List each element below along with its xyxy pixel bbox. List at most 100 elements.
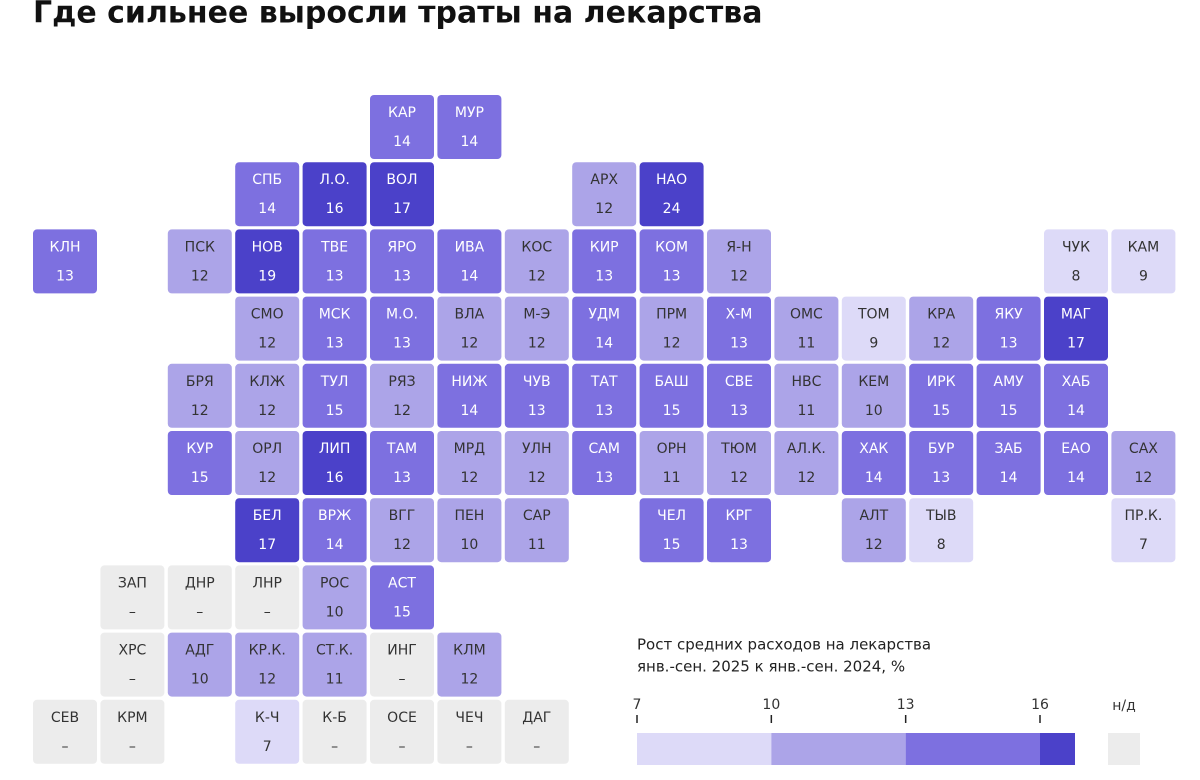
tile-value: 12 xyxy=(191,268,209,284)
tile-value: 14 xyxy=(1067,403,1085,419)
tile-value: 13 xyxy=(56,268,74,284)
tile xyxy=(639,229,704,294)
tile-code: ОРЛ xyxy=(252,441,282,457)
tile xyxy=(302,296,367,361)
tile xyxy=(774,296,839,361)
tile-code: БРЯ xyxy=(186,374,214,390)
tile xyxy=(504,699,569,764)
tile-value: 12 xyxy=(258,470,276,486)
tile xyxy=(504,498,569,563)
tile-value: 14 xyxy=(326,537,344,553)
tile-code: ОРН xyxy=(657,441,687,457)
tile-code: МРД xyxy=(454,441,486,457)
tile xyxy=(976,363,1041,428)
tile xyxy=(100,699,165,764)
tile-code: ТУЛ xyxy=(320,374,349,390)
tile-code: АСТ xyxy=(388,575,416,591)
tile-code: КОС xyxy=(521,239,552,255)
tile xyxy=(437,699,502,764)
tile-code: Л.О. xyxy=(319,172,349,188)
tile-value: 14 xyxy=(393,134,411,150)
tile-code: ВОЛ xyxy=(386,172,417,188)
tile-value: 9 xyxy=(869,336,878,352)
tile-value: 9 xyxy=(1139,268,1148,284)
tile-code: ТВЕ xyxy=(320,239,348,255)
tile xyxy=(437,229,502,294)
tile xyxy=(370,162,434,227)
tile-code: ЕАО xyxy=(1061,441,1090,457)
tile-code: АРХ xyxy=(590,172,618,188)
tile xyxy=(370,699,434,764)
tile xyxy=(909,431,974,495)
tile-code: Я-Н xyxy=(726,239,751,255)
tile-value: 13 xyxy=(393,336,411,352)
tile-value: 14 xyxy=(595,336,613,352)
tile-value: – xyxy=(331,739,338,755)
tile-code: АЛ.К. xyxy=(787,441,826,457)
legend-swatch xyxy=(637,733,772,765)
tile xyxy=(572,296,637,361)
tile xyxy=(1111,431,1176,495)
tile-code: ЯКУ xyxy=(994,307,1023,323)
tile-code: М.О. xyxy=(386,307,418,323)
tile-code: НИЖ xyxy=(451,374,487,390)
tile-code: БЕЛ xyxy=(253,508,282,524)
tile-value: 12 xyxy=(730,470,748,486)
tile xyxy=(370,632,434,697)
tile-value: 13 xyxy=(730,336,748,352)
tile-code: УДМ xyxy=(588,307,620,323)
tile xyxy=(235,699,300,764)
tile-value: 12 xyxy=(393,403,411,419)
tile-code: САР xyxy=(523,508,551,524)
tile-value: 14 xyxy=(865,470,883,486)
tile-value: 8 xyxy=(937,537,946,553)
tile-value: 16 xyxy=(326,201,344,217)
tile xyxy=(235,229,300,294)
tile-code: КЛН xyxy=(50,239,81,255)
tile-code: ПЕН xyxy=(454,508,484,524)
tile xyxy=(370,498,434,563)
tile xyxy=(235,498,300,563)
tile-value: 17 xyxy=(393,201,411,217)
tile-code: МАГ xyxy=(1061,307,1091,323)
tile-value: 11 xyxy=(528,537,546,553)
tile-value: 12 xyxy=(258,672,276,688)
tile xyxy=(302,632,367,697)
tile-code: ХАК xyxy=(859,441,888,457)
tile xyxy=(909,498,974,563)
tile-value: 11 xyxy=(663,470,681,486)
tile-value: 12 xyxy=(663,336,681,352)
tile-code: ТЫВ xyxy=(925,508,957,524)
tile-value: 12 xyxy=(528,470,546,486)
tile-value: 14 xyxy=(258,201,276,217)
tile xyxy=(572,363,637,428)
tile-value: 13 xyxy=(528,403,546,419)
tile-code: ЗАБ xyxy=(995,441,1023,457)
tile xyxy=(504,363,569,428)
tile-value: 13 xyxy=(393,268,411,284)
tile xyxy=(302,229,367,294)
tile xyxy=(302,565,367,630)
tile-code: ОМС xyxy=(790,307,823,323)
tile xyxy=(707,498,771,563)
tile-value: 12 xyxy=(528,336,546,352)
tile xyxy=(370,229,434,294)
tile-value: – xyxy=(62,739,69,755)
tile-code: АМУ xyxy=(994,374,1025,390)
tile-code: БАШ xyxy=(655,374,689,390)
tile-code: ИРК xyxy=(927,374,956,390)
tile-code: КУР xyxy=(186,441,213,457)
tile-value: 13 xyxy=(595,403,613,419)
legend-na-swatch xyxy=(1108,733,1140,765)
tile xyxy=(437,498,502,563)
tile xyxy=(1044,363,1108,428)
tile-code: КЛМ xyxy=(453,643,486,659)
tile xyxy=(437,632,502,697)
tile xyxy=(302,498,367,563)
tile-code: КЛЖ xyxy=(249,374,285,390)
tile xyxy=(100,565,165,630)
tile-code: ХРС xyxy=(118,643,146,659)
tile-value: 12 xyxy=(191,403,209,419)
legend-swatch xyxy=(905,733,1040,765)
tile xyxy=(707,229,771,294)
